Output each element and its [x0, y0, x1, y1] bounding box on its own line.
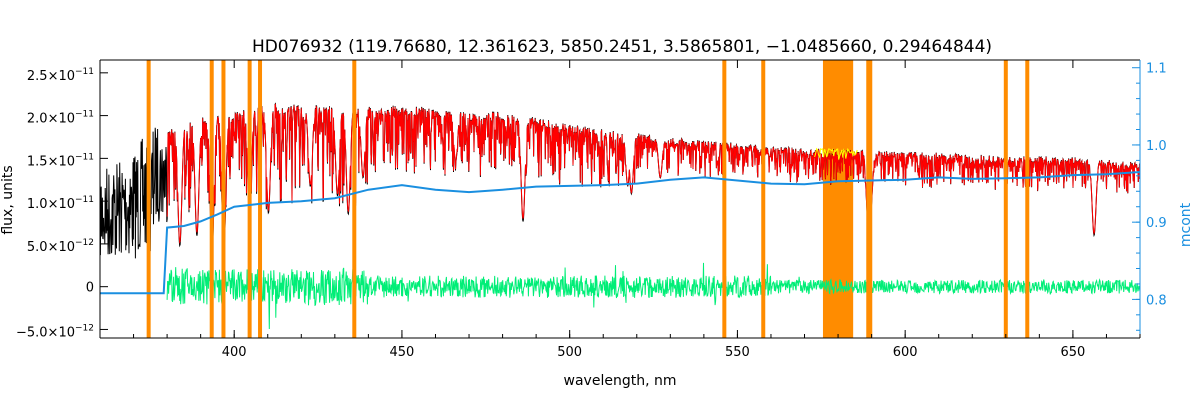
- mask-line-9: [868, 60, 873, 338]
- residual-line: [166, 262, 1141, 330]
- y2-tick-label-1: 0.9: [1146, 216, 1167, 231]
- continuum-line: [100, 171, 1141, 295]
- mask-line-5: [352, 60, 357, 338]
- y-tick-label-2: 5.0×10−12: [27, 238, 94, 255]
- chart-title: HD076932 (119.76680, 12.361623, 5850.245…: [252, 37, 992, 57]
- mask-band: [822, 60, 854, 338]
- y-axis-label: flux, units: [0, 165, 16, 234]
- mask-line-0: [146, 60, 151, 338]
- mask-lines-group: [146, 60, 1030, 338]
- x-tick-label-5: 650: [1060, 345, 1085, 360]
- continuum-group: [100, 171, 1141, 295]
- y-tick-label-6: 2.5×10−11: [27, 67, 94, 84]
- axes-group: 400 450 500 550 600 650 −5.0×10−12 0 5.0×10−12 1.…: [16, 59, 1167, 360]
- flux-group: [99, 102, 1141, 259]
- mask-line-4: [258, 60, 263, 338]
- mask-line-3: [247, 60, 252, 338]
- y-tick-label-5: 2.0×10−11: [27, 110, 94, 127]
- mask-line-6: [722, 60, 727, 338]
- x-tick-label-3: 550: [725, 345, 750, 360]
- y2-tick-label-3: 1.1: [1146, 62, 1167, 77]
- y-tick-label-0: −5.0×10−12: [16, 323, 94, 340]
- y-tick-label-3: 1.0×10−11: [27, 195, 94, 212]
- y2-axis-label: mcont: [1178, 202, 1194, 247]
- mask-line-8: [866, 60, 871, 338]
- model-spectrum-line: [166, 103, 1141, 250]
- mask-line-11: [1025, 60, 1030, 338]
- mask-line-10: [1003, 60, 1008, 338]
- x-tick-label-4: 600: [893, 345, 918, 360]
- x-tick-label-0: 400: [222, 345, 247, 360]
- y-tick-label-4: 1.5×10−11: [27, 152, 94, 169]
- mask-band-group: [822, 60, 854, 338]
- mask-line-7: [761, 60, 766, 338]
- highlight-line: [814, 147, 859, 160]
- y2-tick-label-0: 0.8: [1146, 293, 1167, 308]
- y2-tick-label-2: 1.0: [1146, 139, 1167, 154]
- residual-group: [166, 262, 1141, 330]
- mask-line-2: [221, 60, 226, 338]
- x-tick-label-2: 500: [557, 345, 582, 360]
- x-tick-label-1: 450: [390, 345, 415, 360]
- mask-line-1: [209, 60, 214, 338]
- y-tick-label-1: 0: [86, 281, 94, 296]
- x-axis-label: wavelength, nm: [564, 373, 677, 389]
